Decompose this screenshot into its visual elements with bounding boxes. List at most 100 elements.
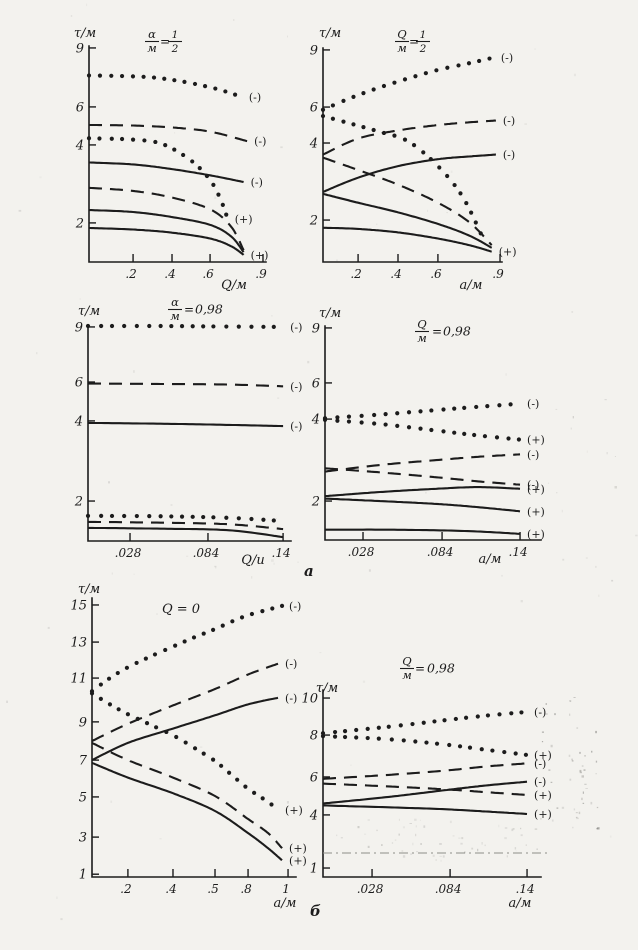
noise-speck bbox=[525, 844, 527, 846]
y-tick-label: 9 bbox=[76, 41, 84, 56]
noise-speck bbox=[585, 788, 588, 789]
noise-speck bbox=[460, 842, 463, 845]
curve-dot bbox=[182, 79, 187, 84]
curve-dot bbox=[210, 627, 216, 632]
noise-speck bbox=[573, 808, 576, 811]
noise-speck bbox=[461, 837, 464, 840]
noise-speck bbox=[545, 713, 548, 715]
curve-dot bbox=[143, 656, 148, 661]
curve-solid-5 bbox=[91, 761, 283, 862]
sign-label: (+) bbox=[527, 528, 545, 541]
curve-dot bbox=[423, 71, 428, 76]
curve-dot bbox=[392, 133, 397, 138]
curve-dotted-1 bbox=[320, 734, 529, 757]
curve-dot bbox=[383, 422, 388, 427]
sign-label: (-) bbox=[290, 380, 302, 393]
curve-dot bbox=[239, 615, 245, 620]
axis bbox=[87, 324, 292, 542]
curve-dot bbox=[86, 73, 92, 78]
curve-dot bbox=[467, 745, 473, 750]
title-rhs-value: 0,98 bbox=[427, 661, 455, 676]
noise-speck bbox=[584, 783, 587, 785]
curve-dot bbox=[341, 98, 346, 103]
x-tick-label: .14 bbox=[272, 546, 291, 560]
curve-dot bbox=[429, 408, 434, 413]
curve-dot bbox=[466, 61, 472, 66]
y-tick-label: 4 bbox=[309, 137, 318, 152]
curve-dot bbox=[279, 603, 285, 609]
x-tick-label: .6 bbox=[430, 267, 442, 281]
noise-speck bbox=[548, 769, 551, 771]
noise-speck bbox=[381, 844, 383, 846]
noise-speck bbox=[251, 576, 253, 579]
curve-dot bbox=[98, 682, 103, 687]
noise-speck bbox=[572, 826, 574, 829]
sign-label: (-) bbox=[249, 91, 261, 104]
curve-dot bbox=[211, 182, 216, 187]
curve-dot bbox=[134, 660, 139, 666]
curve-dot bbox=[130, 74, 136, 79]
curve-solid-6 bbox=[325, 528, 520, 535]
y-tick-label: 9 bbox=[312, 321, 320, 336]
curve-dot bbox=[464, 200, 469, 206]
curve-dot bbox=[463, 715, 469, 720]
x-tick-label: .084 bbox=[435, 882, 462, 896]
sign-label: (+) bbox=[285, 804, 303, 817]
noise-speck bbox=[275, 518, 277, 519]
noise-speck bbox=[308, 572, 310, 574]
curve-dot bbox=[224, 212, 229, 217]
noise-speck bbox=[432, 854, 435, 857]
noise-speck bbox=[581, 765, 584, 767]
noise-speck bbox=[159, 838, 162, 840]
axis bbox=[88, 45, 267, 263]
curve-dot bbox=[434, 741, 440, 746]
title-lhs-fraction: αм bbox=[145, 27, 159, 55]
curve-dot bbox=[389, 737, 394, 742]
curve-solid-4 bbox=[322, 780, 528, 805]
noise-speck bbox=[481, 842, 483, 845]
noise-speck bbox=[415, 825, 417, 828]
curve-dot bbox=[354, 727, 359, 733]
curve-dashed-2 bbox=[322, 119, 497, 156]
noise-speck bbox=[585, 557, 588, 559]
noise-speck bbox=[416, 851, 419, 853]
noise-speck bbox=[561, 806, 565, 809]
noise-speck bbox=[452, 835, 455, 837]
curve-dot bbox=[85, 323, 91, 329]
curve-dot bbox=[487, 56, 492, 61]
noise-speck bbox=[409, 823, 412, 824]
curve-dotted-2 bbox=[86, 136, 229, 217]
curve-dotted-0 bbox=[86, 73, 238, 97]
curve-dot bbox=[109, 323, 115, 329]
curve-dot bbox=[85, 513, 91, 518]
fraction-denominator: м bbox=[397, 41, 407, 55]
sign-label: (+) bbox=[235, 213, 253, 226]
noise-speck bbox=[156, 613, 158, 615]
curve-dot bbox=[201, 631, 206, 636]
noise-speck bbox=[350, 764, 352, 766]
noise-speck bbox=[297, 561, 299, 563]
curve-dot bbox=[354, 735, 359, 740]
y-tick-label: 6 bbox=[75, 376, 83, 391]
noise-speck bbox=[614, 456, 616, 457]
x-axis-label: Q/м bbox=[221, 278, 247, 293]
y-tick-label: 3 bbox=[79, 831, 87, 846]
noise-speck bbox=[133, 370, 135, 373]
noise-speck bbox=[398, 833, 400, 836]
noise-speck bbox=[547, 482, 550, 484]
curve-dot bbox=[220, 202, 225, 207]
noise-speck bbox=[576, 817, 579, 820]
x-tick-label: .14 bbox=[509, 545, 528, 559]
noise-speck bbox=[336, 259, 338, 262]
curve-dot bbox=[211, 324, 216, 329]
curve-dashed-2 bbox=[324, 453, 521, 473]
noise-speck bbox=[584, 755, 586, 757]
sign-label: (-) bbox=[501, 52, 513, 65]
curve-dot bbox=[169, 323, 174, 329]
sign-label: (-) bbox=[534, 757, 546, 770]
sign-label: (+) bbox=[534, 749, 552, 762]
title-lhs-fraction: Qм bbox=[400, 654, 414, 682]
noise-speck bbox=[498, 824, 500, 828]
